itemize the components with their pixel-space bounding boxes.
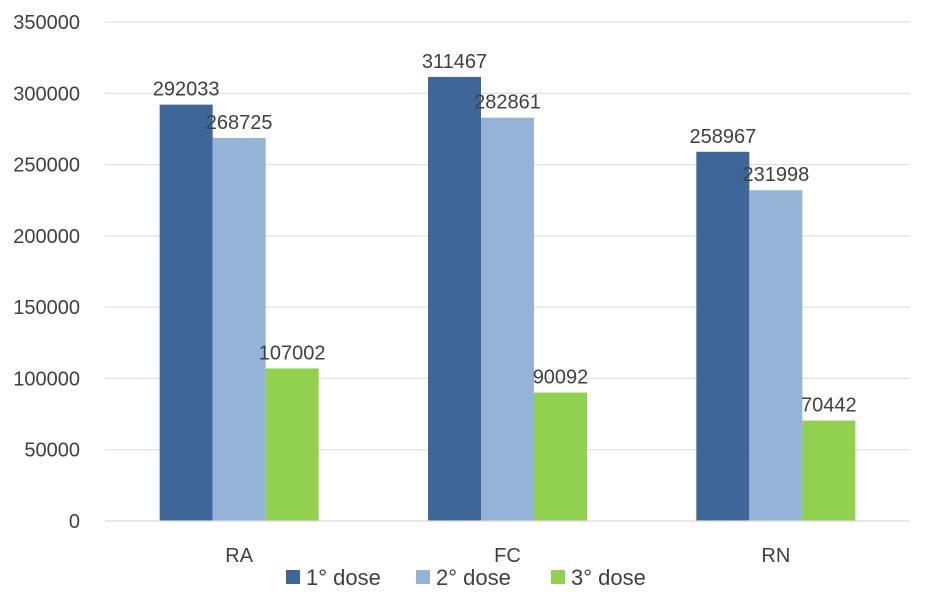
bar-ra-series-3 [265,368,319,521]
y-tick-label: 250000 [13,155,80,177]
bar-ra-series-2 [212,137,266,521]
bar-fc-series-1 [428,76,481,522]
data-label: 268725 [206,112,273,134]
data-label: 231998 [742,164,809,186]
data-label: 90092 [533,367,589,389]
legend-label: 2° dose [436,565,511,589]
y-tick-label: 50000 [24,440,80,462]
bar-ra-series-1 [159,104,213,521]
data-labels: 292033 268725 107002 311467 282861 90092 25896… [153,51,857,417]
x-axis: RA FC RN [105,520,910,567]
x-tick-label: RA [225,545,253,567]
bar-fc-series-2 [481,117,534,521]
y-tick-label: 350000 [13,12,80,34]
data-label: 107002 [259,342,326,364]
legend-swatch [286,570,300,584]
y-tick-label: 150000 [13,297,80,319]
legend: 1° dose 2° dose 3° dose [286,565,646,590]
legend-label: 3° dose [571,565,646,589]
data-label: 70442 [801,395,857,417]
bar-fc-series-3 [534,392,587,521]
data-label: 282861 [474,92,541,114]
bar-rn-series-3 [802,420,856,521]
legend-swatch [416,570,430,584]
data-label: 311467 [422,51,487,73]
y-tick-label: 300000 [13,83,80,105]
data-label: 292033 [153,79,220,101]
y-tick-label: 100000 [13,368,80,390]
data-label: 258967 [689,126,756,148]
y-tick-label: 200000 [13,226,80,248]
legend-swatch [551,570,565,584]
x-tick-label: RN [761,545,790,567]
bar-rn-series-1 [696,151,750,521]
y-axis: 0 50000 100000 150000 200000 250000 300000 3500… [13,12,80,533]
y-tick-label: 0 [69,511,80,533]
bar-rn-series-2 [749,190,803,522]
x-tick-label: FC [494,545,521,567]
legend-label: 1° dose [306,565,381,589]
bars [159,76,856,522]
